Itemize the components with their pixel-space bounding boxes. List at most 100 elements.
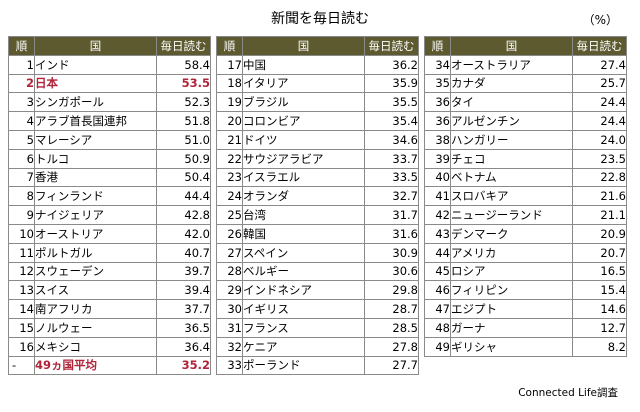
country-cell: アルゼンチン (450, 111, 573, 131)
country-cell: ポルトガル (34, 242, 157, 263)
rank-cell: 30 (216, 299, 243, 319)
rank-cell: 22 (216, 148, 243, 169)
rank-cell: 23 (216, 167, 243, 188)
value-cell: 27.4 (572, 54, 627, 75)
table-row: 12 スウェーデン 39.7 (8, 261, 211, 282)
rank-cell: 10 (8, 223, 35, 244)
table-row: 49 ギリシャ 8.2 (424, 336, 627, 357)
country-cell: デンマーク (450, 223, 573, 244)
country-cell: ポーランド (242, 355, 365, 376)
country-cell: サウジアラビア (242, 148, 365, 169)
country-cell: メキシコ (34, 336, 157, 357)
table-row: 41 スロバキア 21.6 (424, 186, 627, 207)
value-cell: 12.7 (572, 317, 627, 338)
country-cell: オランダ (242, 186, 365, 207)
rank-cell: 25 (216, 205, 243, 225)
table-row: 14 南アフリカ 37.7 (8, 299, 211, 319)
table-row: 6 トルコ 50.9 (8, 148, 211, 169)
value-cell: 40.7 (156, 242, 211, 263)
rank-cell: 6 (8, 148, 35, 169)
country-cell: マレーシア (34, 129, 157, 150)
source-credit: Connected Life調査 (518, 387, 618, 399)
table-row: 7 香港 50.4 (8, 167, 211, 188)
rank-cell: 31 (216, 317, 243, 338)
table-row: 24 オランダ 32.7 (216, 186, 419, 207)
rank-cell: 45 (424, 261, 451, 282)
value-cell: 33.5 (364, 167, 419, 188)
table-row: 11 ポルトガル 40.7 (8, 242, 211, 263)
table-row: 36 アルゼンチン 24.4 (424, 111, 627, 131)
value-cell: 28.5 (364, 317, 419, 338)
header-row: 順 国 毎日読む (216, 36, 419, 56)
table-row: 36 タイ 24.4 (424, 92, 627, 113)
table-row: 26 韓国 31.6 (216, 223, 419, 244)
table-row: 46 フィリピン 15.4 (424, 280, 627, 301)
rank-cell: 49 (424, 336, 451, 357)
country-cell: ニュージーランド (450, 205, 573, 225)
rank-cell: 2 (8, 73, 35, 94)
country-cell: イスラエル (242, 167, 365, 188)
table-row: 35 カナダ 25.7 (424, 73, 627, 94)
country-cell: ケニア (242, 336, 365, 357)
ranking-table-2: 順 国 毎日読む 17 中国 36.2 18 イタリア 35.9 19 ブラジル 35.5 20 コ… (216, 36, 419, 376)
value-cell: 29.8 (364, 280, 419, 301)
rank-cell: 48 (424, 317, 451, 338)
table-title: 新聞を毎日読む (271, 11, 369, 27)
rank-cell: 36 (424, 111, 451, 131)
rank-cell: 41 (424, 186, 451, 207)
value-cell: 32.7 (364, 186, 419, 207)
value-cell: 39.4 (156, 280, 211, 301)
table-row: 29 インドネシア 29.8 (216, 280, 419, 301)
rank-cell: 36 (424, 92, 451, 113)
table-row: 39 チェコ 23.5 (424, 148, 627, 169)
value-cell: 27.7 (364, 355, 419, 376)
country-cell: 49ヵ国平均 (34, 355, 157, 376)
rank-cell: 24 (216, 186, 243, 207)
header-country: 国 (34, 36, 157, 56)
rank-cell: 32 (216, 336, 243, 357)
country-cell: 南アフリカ (34, 299, 157, 319)
value-cell: 58.4 (156, 54, 211, 75)
country-cell: インド (34, 54, 157, 75)
country-cell: フランス (242, 317, 365, 338)
rank-cell: 34 (424, 54, 451, 75)
value-cell: 24.4 (572, 111, 627, 131)
country-cell: オーストリア (34, 223, 157, 244)
country-cell: ロシア (450, 261, 573, 282)
table-row: 1 インド 58.4 (8, 54, 211, 75)
value-cell: 35.5 (364, 92, 419, 113)
value-cell: 24.0 (572, 129, 627, 150)
value-cell: 44.4 (156, 186, 211, 207)
header-value: 毎日読む (572, 36, 627, 56)
value-cell: 34.6 (364, 129, 419, 150)
table-row: 20 コロンビア 35.4 (216, 111, 419, 131)
country-cell: 日本 (34, 73, 157, 94)
country-cell: エジプト (450, 299, 573, 319)
table-row: 18 イタリア 35.9 (216, 73, 419, 94)
rank-cell: 5 (8, 129, 35, 150)
rank-cell: 44 (424, 242, 451, 263)
value-cell: 50.9 (156, 148, 211, 169)
country-cell: ノルウェー (34, 317, 157, 338)
country-cell: ハンガリー (450, 129, 573, 150)
table-row: 13 スイス 39.4 (8, 280, 211, 301)
country-cell: トルコ (34, 148, 157, 169)
rank-cell: 39 (424, 148, 451, 169)
rank-cell: - (8, 355, 35, 376)
value-cell: 53.5 (156, 73, 211, 94)
header-rank: 順 (8, 36, 35, 56)
value-cell: 25.7 (572, 73, 627, 94)
value-cell: 42.0 (156, 223, 211, 244)
rank-cell: 9 (8, 205, 35, 225)
header-row: 順 国 毎日読む (424, 36, 627, 56)
rank-cell: 46 (424, 280, 451, 301)
value-cell: 31.6 (364, 223, 419, 244)
value-cell: 50.4 (156, 167, 211, 188)
country-cell: イギリス (242, 299, 365, 319)
table-row: 48 ガーナ 12.7 (424, 317, 627, 338)
rank-cell: 18 (216, 73, 243, 94)
rank-cell: 38 (424, 129, 451, 150)
rank-cell: 29 (216, 280, 243, 301)
table-row: 45 ロシア 16.5 (424, 261, 627, 282)
header-country: 国 (450, 36, 573, 56)
